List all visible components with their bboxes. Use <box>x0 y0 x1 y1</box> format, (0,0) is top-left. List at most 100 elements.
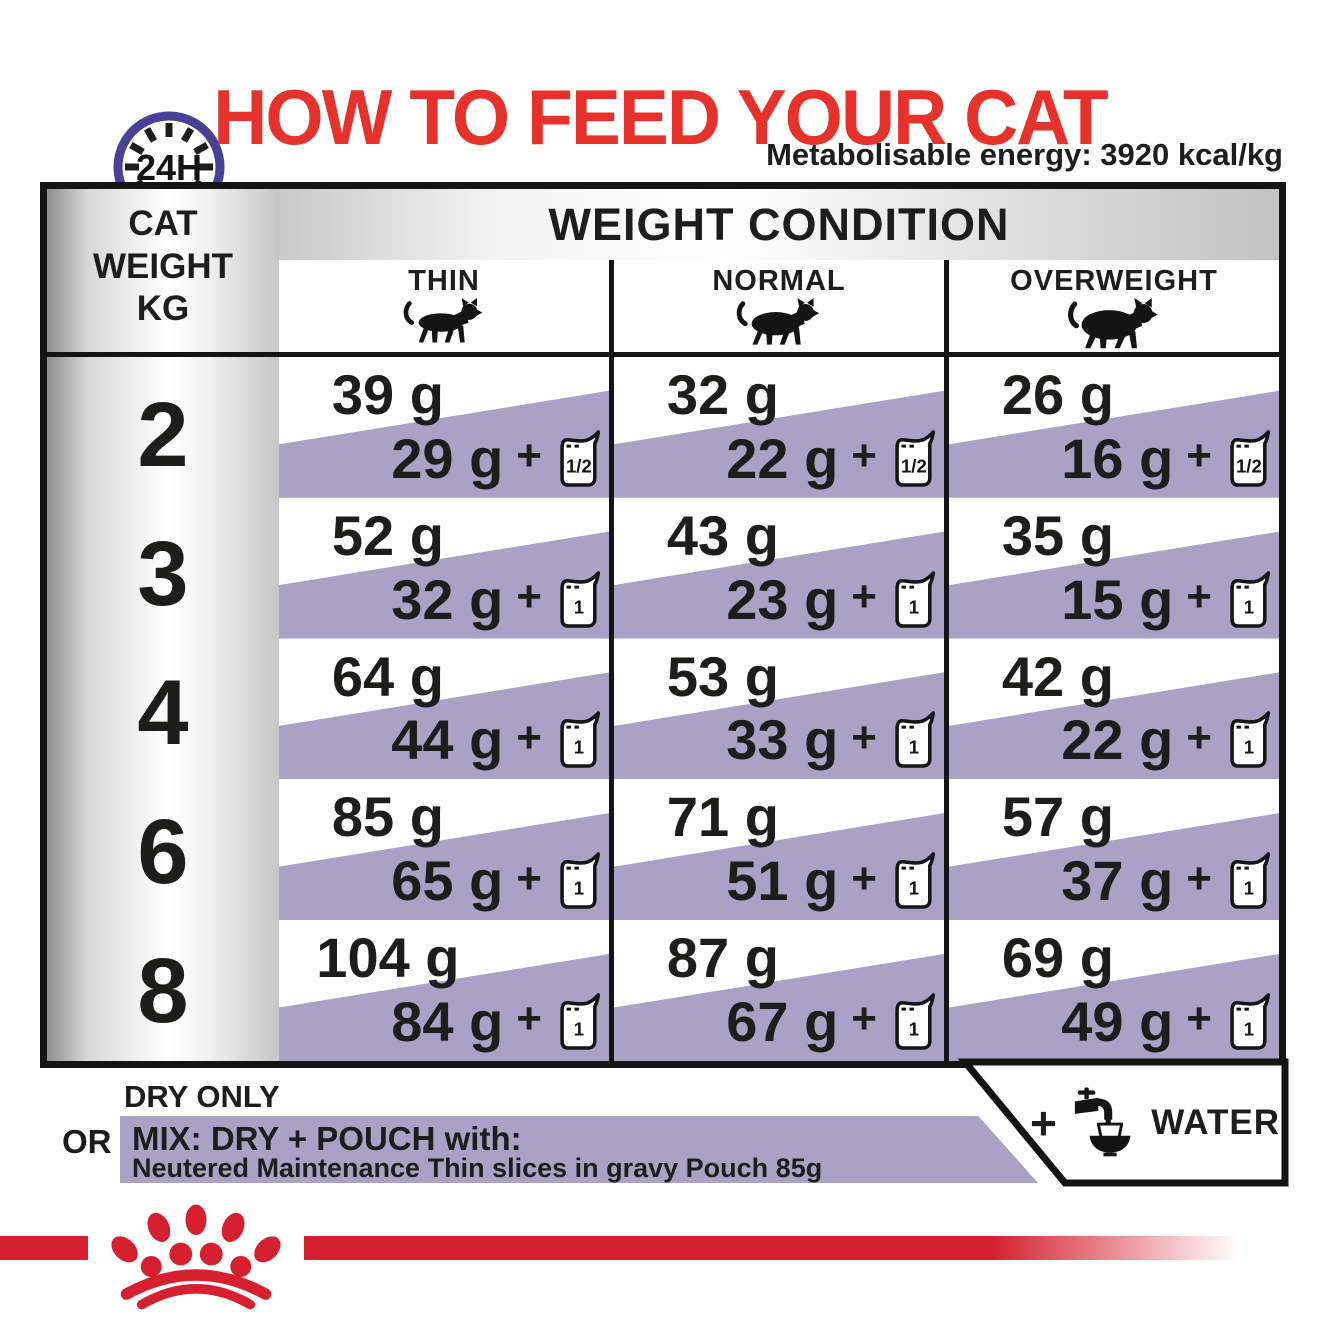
column-label: OVERWEIGHT <box>1010 265 1218 297</box>
dry-amount: 85 g <box>331 785 444 849</box>
feeding-table: CAT WEIGHT KG 2 3 4 6 8 WEIGHT CONDITION… <box>40 182 1286 1068</box>
column-overweight: OVERWEIGHT <box>949 260 1279 352</box>
feeding-cell: 87 g 67 g + 1 <box>614 920 944 1061</box>
mix-row: 22 g + 1/2 <box>726 426 936 491</box>
plus-sign: + <box>1186 431 1212 481</box>
mix-row: 67 g + 1 <box>726 989 936 1054</box>
mix-row: 16 g + 1/2 <box>1061 426 1271 491</box>
plus-sign: + <box>1186 712 1212 762</box>
plus-sign: + <box>516 994 542 1044</box>
water-legend: + WATER <box>1030 1076 1280 1170</box>
plus-sign: + <box>1186 572 1212 622</box>
water-label: WATER <box>1151 1103 1280 1142</box>
svg-text:1: 1 <box>1244 596 1254 617</box>
dry-amount: 64 g <box>331 644 444 708</box>
svg-text:1: 1 <box>1244 737 1254 758</box>
svg-text:1/2: 1/2 <box>1236 455 1262 476</box>
dry-amount: 43 g <box>666 503 779 567</box>
table-row: 64 g 44 g + 1 53 g <box>279 639 1279 780</box>
plus-sign: + <box>851 853 877 903</box>
pouch-icon: 1 <box>560 711 601 769</box>
mix-row: 29 g + 1/2 <box>391 426 601 491</box>
mix-row: 15 g + 1 <box>1061 567 1271 632</box>
mix-title: MIX: DRY + POUCH with: <box>132 1120 522 1157</box>
pouch-icon: 1 <box>1230 711 1271 769</box>
dry-only-label: DRY ONLY <box>124 1079 280 1114</box>
svg-text:1/2: 1/2 <box>901 455 927 476</box>
table-row: 104 g 84 g + 1 87 g <box>279 920 1279 1061</box>
page-title: HOW TO FEED YOUR CAT <box>213 73 1108 162</box>
thin-cat-icon <box>403 298 483 343</box>
svg-text:1: 1 <box>574 878 584 899</box>
pouch-icon: 1 <box>560 570 601 628</box>
feeding-data: 39 g 29 g + 1/2 32 g <box>279 357 1279 1061</box>
feeding-cell: 26 g 16 g + 1/2 <box>949 357 1279 498</box>
svg-text:1: 1 <box>909 737 919 758</box>
weight-kg: 8 <box>137 940 189 1042</box>
feeding-cell: 53 g 33 g + 1 <box>614 639 944 780</box>
mix-legend-band <box>120 1116 1038 1183</box>
overweight-cat-icon <box>1067 298 1158 349</box>
mix-row: 33 g + 1 <box>726 707 936 772</box>
feeding-cell: 69 g 49 g + 1 <box>949 920 1279 1061</box>
dry-amount: 53 g <box>666 644 779 708</box>
table-row: 85 g 65 g + 1 71 g <box>279 779 1279 921</box>
dry-amount: 35 g <box>1001 503 1114 567</box>
mix-amount: 16 g <box>1061 426 1174 490</box>
svg-text:1: 1 <box>574 1019 584 1040</box>
mix-row: 65 g + 1 <box>391 848 601 913</box>
svg-text:1: 1 <box>909 878 919 899</box>
feeding-cell: 35 g 15 g + 1 <box>949 498 1279 639</box>
mix-row: 44 g + 1 <box>391 707 601 772</box>
pouch-icon: 1 <box>1230 570 1271 628</box>
svg-text:1/2: 1/2 <box>566 455 592 476</box>
feeding-cell: 85 g 65 g + 1 <box>279 779 609 921</box>
feeding-cell: 42 g 22 g + 1 <box>949 639 1279 780</box>
svg-text:1: 1 <box>909 1019 919 1040</box>
royal-canin-crown-icon <box>111 1204 281 1310</box>
plus-sign: + <box>516 853 542 903</box>
svg-text:1: 1 <box>1244 878 1254 899</box>
plus-sign: + <box>851 994 877 1044</box>
weight-kg: 2 <box>137 384 189 486</box>
feeding-cell: 64 g 44 g + 1 <box>279 639 609 780</box>
dry-amount: 52 g <box>331 503 444 567</box>
column-normal: NORMAL <box>614 260 944 352</box>
pouch-icon: 1 <box>895 852 936 909</box>
mix-amount: 44 g <box>391 708 504 772</box>
mix-amount: 32 g <box>391 567 504 631</box>
column-divider <box>944 260 949 1061</box>
column-divider <box>609 260 614 1061</box>
dry-amount: 71 g <box>666 785 779 849</box>
weight-kg: 3 <box>137 523 189 625</box>
column-label: NORMAL <box>712 265 846 297</box>
weight-condition-header: WEIGHT CONDITION <box>279 189 1279 260</box>
mix-row: 23 g + 1 <box>726 567 936 632</box>
pouch-icon: 1 <box>895 993 936 1050</box>
header-divider <box>47 352 1279 357</box>
plus-sign: + <box>851 572 877 622</box>
table-row: 52 g 32 g + 1 43 g <box>279 498 1279 639</box>
mix-row: 51 g + 1 <box>726 848 936 913</box>
dry-amount: 87 g <box>666 926 779 990</box>
mix-row: 37 g + 1 <box>1061 848 1271 913</box>
svg-text:1: 1 <box>574 737 584 758</box>
mix-amount: 15 g <box>1061 567 1174 631</box>
or-label: OR <box>62 1123 112 1160</box>
feeding-cell: 57 g 37 g + 1 <box>949 779 1279 921</box>
clock-label: 24H <box>136 147 202 188</box>
cat-weight-header: CAT WEIGHT KG <box>93 204 233 329</box>
feeding-cell: 71 g 51 g + 1 <box>614 779 944 921</box>
mix-amount: 29 g <box>391 426 504 490</box>
brand-logo-plate <box>88 1196 304 1314</box>
pouch-icon: 1/2 <box>560 429 601 487</box>
plus-sign: + <box>516 572 542 622</box>
feeding-cell: 52 g 32 g + 1 <box>279 498 609 639</box>
svg-text:1: 1 <box>1244 1019 1254 1040</box>
plus-sign: + <box>851 712 877 762</box>
weight-kg: 4 <box>137 662 189 764</box>
pouch-icon: 1/2 <box>1230 429 1271 487</box>
water-callout-box <box>957 1058 1289 1187</box>
mix-row: 32 g + 1 <box>391 567 601 632</box>
plus-sign: + <box>516 431 542 481</box>
